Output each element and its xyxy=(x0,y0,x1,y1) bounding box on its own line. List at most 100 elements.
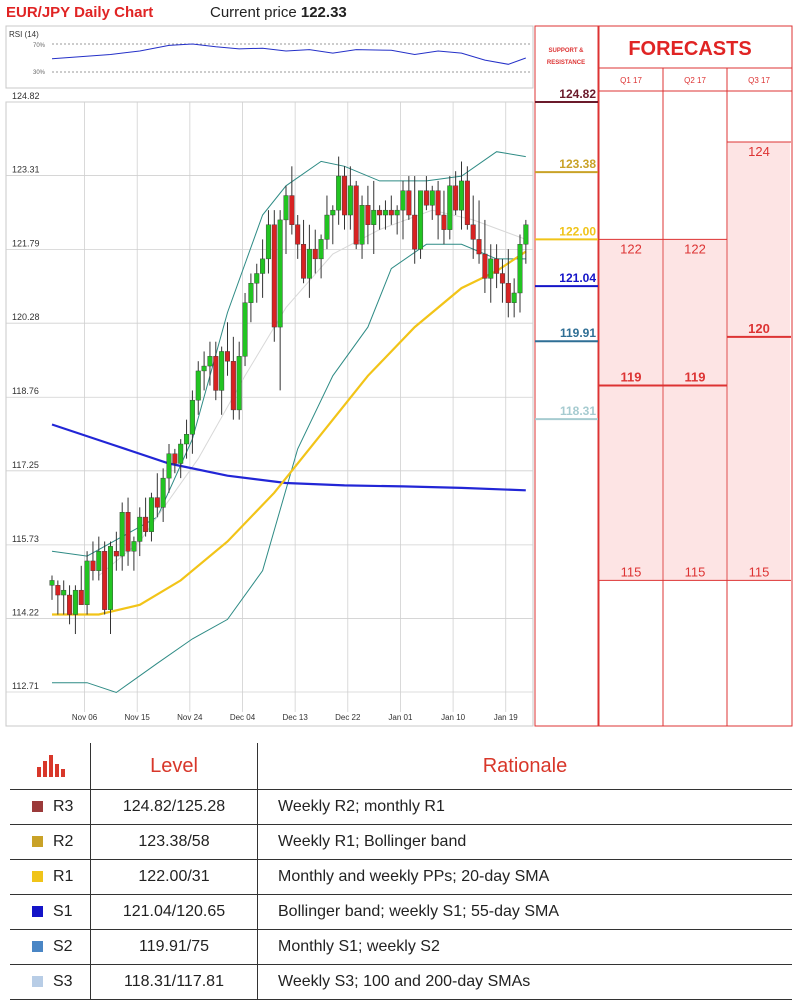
table-row: S2 119.91/75 Monthly S1; weekly S2 xyxy=(10,929,792,965)
candle-up xyxy=(254,273,260,284)
sma-blue-line xyxy=(51,423,526,492)
candle-down xyxy=(494,258,500,274)
level-value: 119.91/75 xyxy=(90,929,258,965)
candle-down xyxy=(301,244,307,279)
candle-up xyxy=(523,224,529,245)
level-value: 123.38/58 xyxy=(90,824,258,860)
candle-up xyxy=(394,209,400,216)
x-axis-ticks: Nov 06 Nov 15 Nov 24 Dec 04 Dec 13 Dec 22 Jan … xyxy=(72,713,518,722)
level-value: 118.31/117.81 xyxy=(90,964,258,1000)
candle-down xyxy=(90,560,96,571)
candle-down xyxy=(377,209,383,216)
table-row: S1 121.04/120.65 Bollinger band; weekly S1… xyxy=(10,894,792,930)
forecasts-panel: FORECASTS Q1 17 Q2 17 Q3 17 122 119 115 122… xyxy=(598,25,793,727)
candle-down xyxy=(353,185,359,245)
forecast-value: 115 xyxy=(621,564,642,579)
level-label-s1: 121.04 xyxy=(559,271,596,285)
level-code: R1 xyxy=(53,867,74,885)
level-code-cell: S3 xyxy=(10,964,91,1000)
candle-up xyxy=(160,477,166,508)
candle-up xyxy=(178,443,184,464)
candle-up xyxy=(148,497,154,532)
candle-up xyxy=(429,190,435,206)
bar-chart-icon xyxy=(37,755,65,777)
candle-up xyxy=(382,209,388,216)
candle-up xyxy=(184,434,190,445)
candle-up xyxy=(306,248,312,279)
forecast-col-q3: Q3 17 xyxy=(748,76,770,85)
candle-up xyxy=(330,209,336,216)
forecast-col-q1: Q1 17 xyxy=(620,76,642,85)
level-code-cell: S2 xyxy=(10,929,91,965)
sr-title-line1: SUPPORT & xyxy=(548,48,584,54)
level-label-s2: 119.91 xyxy=(560,326,596,340)
candle-down xyxy=(154,497,160,508)
level-code-cell: R2 xyxy=(10,824,91,860)
level-header: Level xyxy=(90,743,258,790)
x-tick-label: Dec 13 xyxy=(282,713,308,722)
candle-down xyxy=(423,190,429,206)
candle-up xyxy=(119,512,125,557)
x-tick-label: Jan 10 xyxy=(441,713,466,722)
level-label-r3: 124.82 xyxy=(559,87,596,101)
candle-down xyxy=(102,550,108,610)
level-swatch xyxy=(32,801,43,813)
candle-up xyxy=(347,185,353,216)
sr-title-line2: RESISTANCE xyxy=(547,60,585,66)
candle-up xyxy=(283,195,289,221)
candle-up xyxy=(195,370,201,401)
level-value: 124.82/125.28 xyxy=(90,789,258,825)
candle-up xyxy=(201,365,207,372)
candle-down xyxy=(482,253,488,279)
level-swatch xyxy=(32,836,43,848)
forecast-value: 119 xyxy=(685,370,706,385)
candle-up xyxy=(277,219,283,328)
y-tick-label: 114.22 xyxy=(12,607,39,617)
candle-up xyxy=(72,589,78,615)
candle-down xyxy=(312,248,318,260)
table-row: S3 118.31/117.81 Weekly S3; 100 and 200-da… xyxy=(10,964,792,1000)
candle-down xyxy=(412,214,418,250)
candle-up xyxy=(207,356,213,367)
level-swatch xyxy=(32,906,43,918)
rsi-line xyxy=(51,43,526,65)
forecast-col-q2: Q2 17 xyxy=(684,76,706,85)
support-resistance-panel: SUPPORT & RESISTANCE 124.82 123.38 122.00 1… xyxy=(534,25,599,727)
forecast-value: 122 xyxy=(620,241,642,256)
level-rationale: Bollinger band; weekly S1; 55-day SMA xyxy=(257,894,792,930)
level-swatch xyxy=(32,976,43,988)
candle-down xyxy=(342,175,348,216)
candle-up xyxy=(61,589,67,596)
sma-yellow-line xyxy=(52,250,527,616)
level-code: R2 xyxy=(53,832,74,850)
candle-up xyxy=(137,516,143,542)
candle-up xyxy=(400,190,406,211)
indicator-lines xyxy=(51,151,527,694)
x-tick-label: Jan 19 xyxy=(494,713,519,722)
candle-down xyxy=(67,594,73,615)
level-code: R3 xyxy=(53,797,74,815)
candle-up xyxy=(359,205,365,245)
candle-down xyxy=(435,190,441,216)
table-row: R1 122.00/31 Monthly and weekly PPs; 20-da… xyxy=(10,859,792,895)
candle-up xyxy=(318,239,324,260)
candle-down xyxy=(125,512,131,552)
candle-down xyxy=(505,283,511,303)
y-tick-label: 121.79 xyxy=(12,239,40,249)
candle-down xyxy=(224,351,230,362)
candle-down xyxy=(230,360,236,411)
level-rationale: Weekly R2; monthly R1 xyxy=(257,789,792,825)
x-tick-label: Dec 22 xyxy=(335,713,361,722)
forecast-value: 122 xyxy=(684,241,706,256)
level-label-s3: 118.31 xyxy=(560,404,596,418)
rsi-label: RSI (14) xyxy=(9,30,39,39)
candle-up xyxy=(189,399,195,435)
candle-up xyxy=(336,175,342,211)
y-tick-label: 117.25 xyxy=(12,460,39,470)
x-tick-label: Nov 15 xyxy=(125,713,151,722)
forecast-range xyxy=(600,239,662,581)
levels-table: Level Rationale R3 124.82/125.28 Weekly R2… xyxy=(10,743,792,1000)
level-code: S3 xyxy=(53,972,73,990)
forecast-range xyxy=(728,141,790,581)
candle-down xyxy=(441,214,447,230)
